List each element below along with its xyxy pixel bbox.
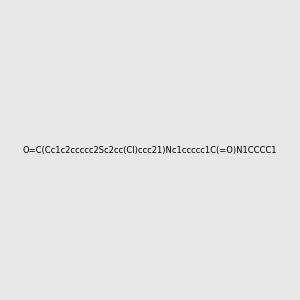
Text: O=C(Cc1c2ccccc2Sc2cc(Cl)ccc21)Nc1ccccc1C(=O)N1CCCC1: O=C(Cc1c2ccccc2Sc2cc(Cl)ccc21)Nc1ccccc1C… (23, 146, 277, 154)
